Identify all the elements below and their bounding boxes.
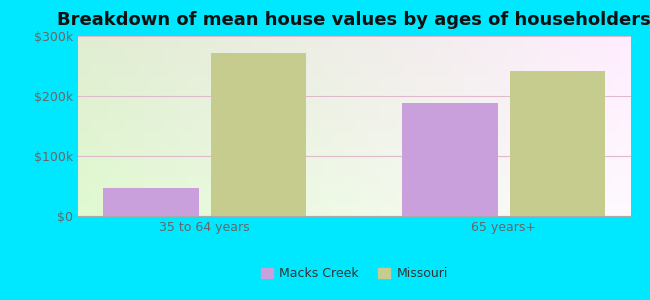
Bar xyxy=(103,188,199,216)
Title: Breakdown of mean house values by ages of householders: Breakdown of mean house values by ages o… xyxy=(57,11,650,29)
Bar xyxy=(510,71,605,216)
Bar xyxy=(402,103,498,216)
Bar xyxy=(211,53,306,216)
Legend: Macks Creek, Missouri: Macks Creek, Missouri xyxy=(255,262,453,285)
